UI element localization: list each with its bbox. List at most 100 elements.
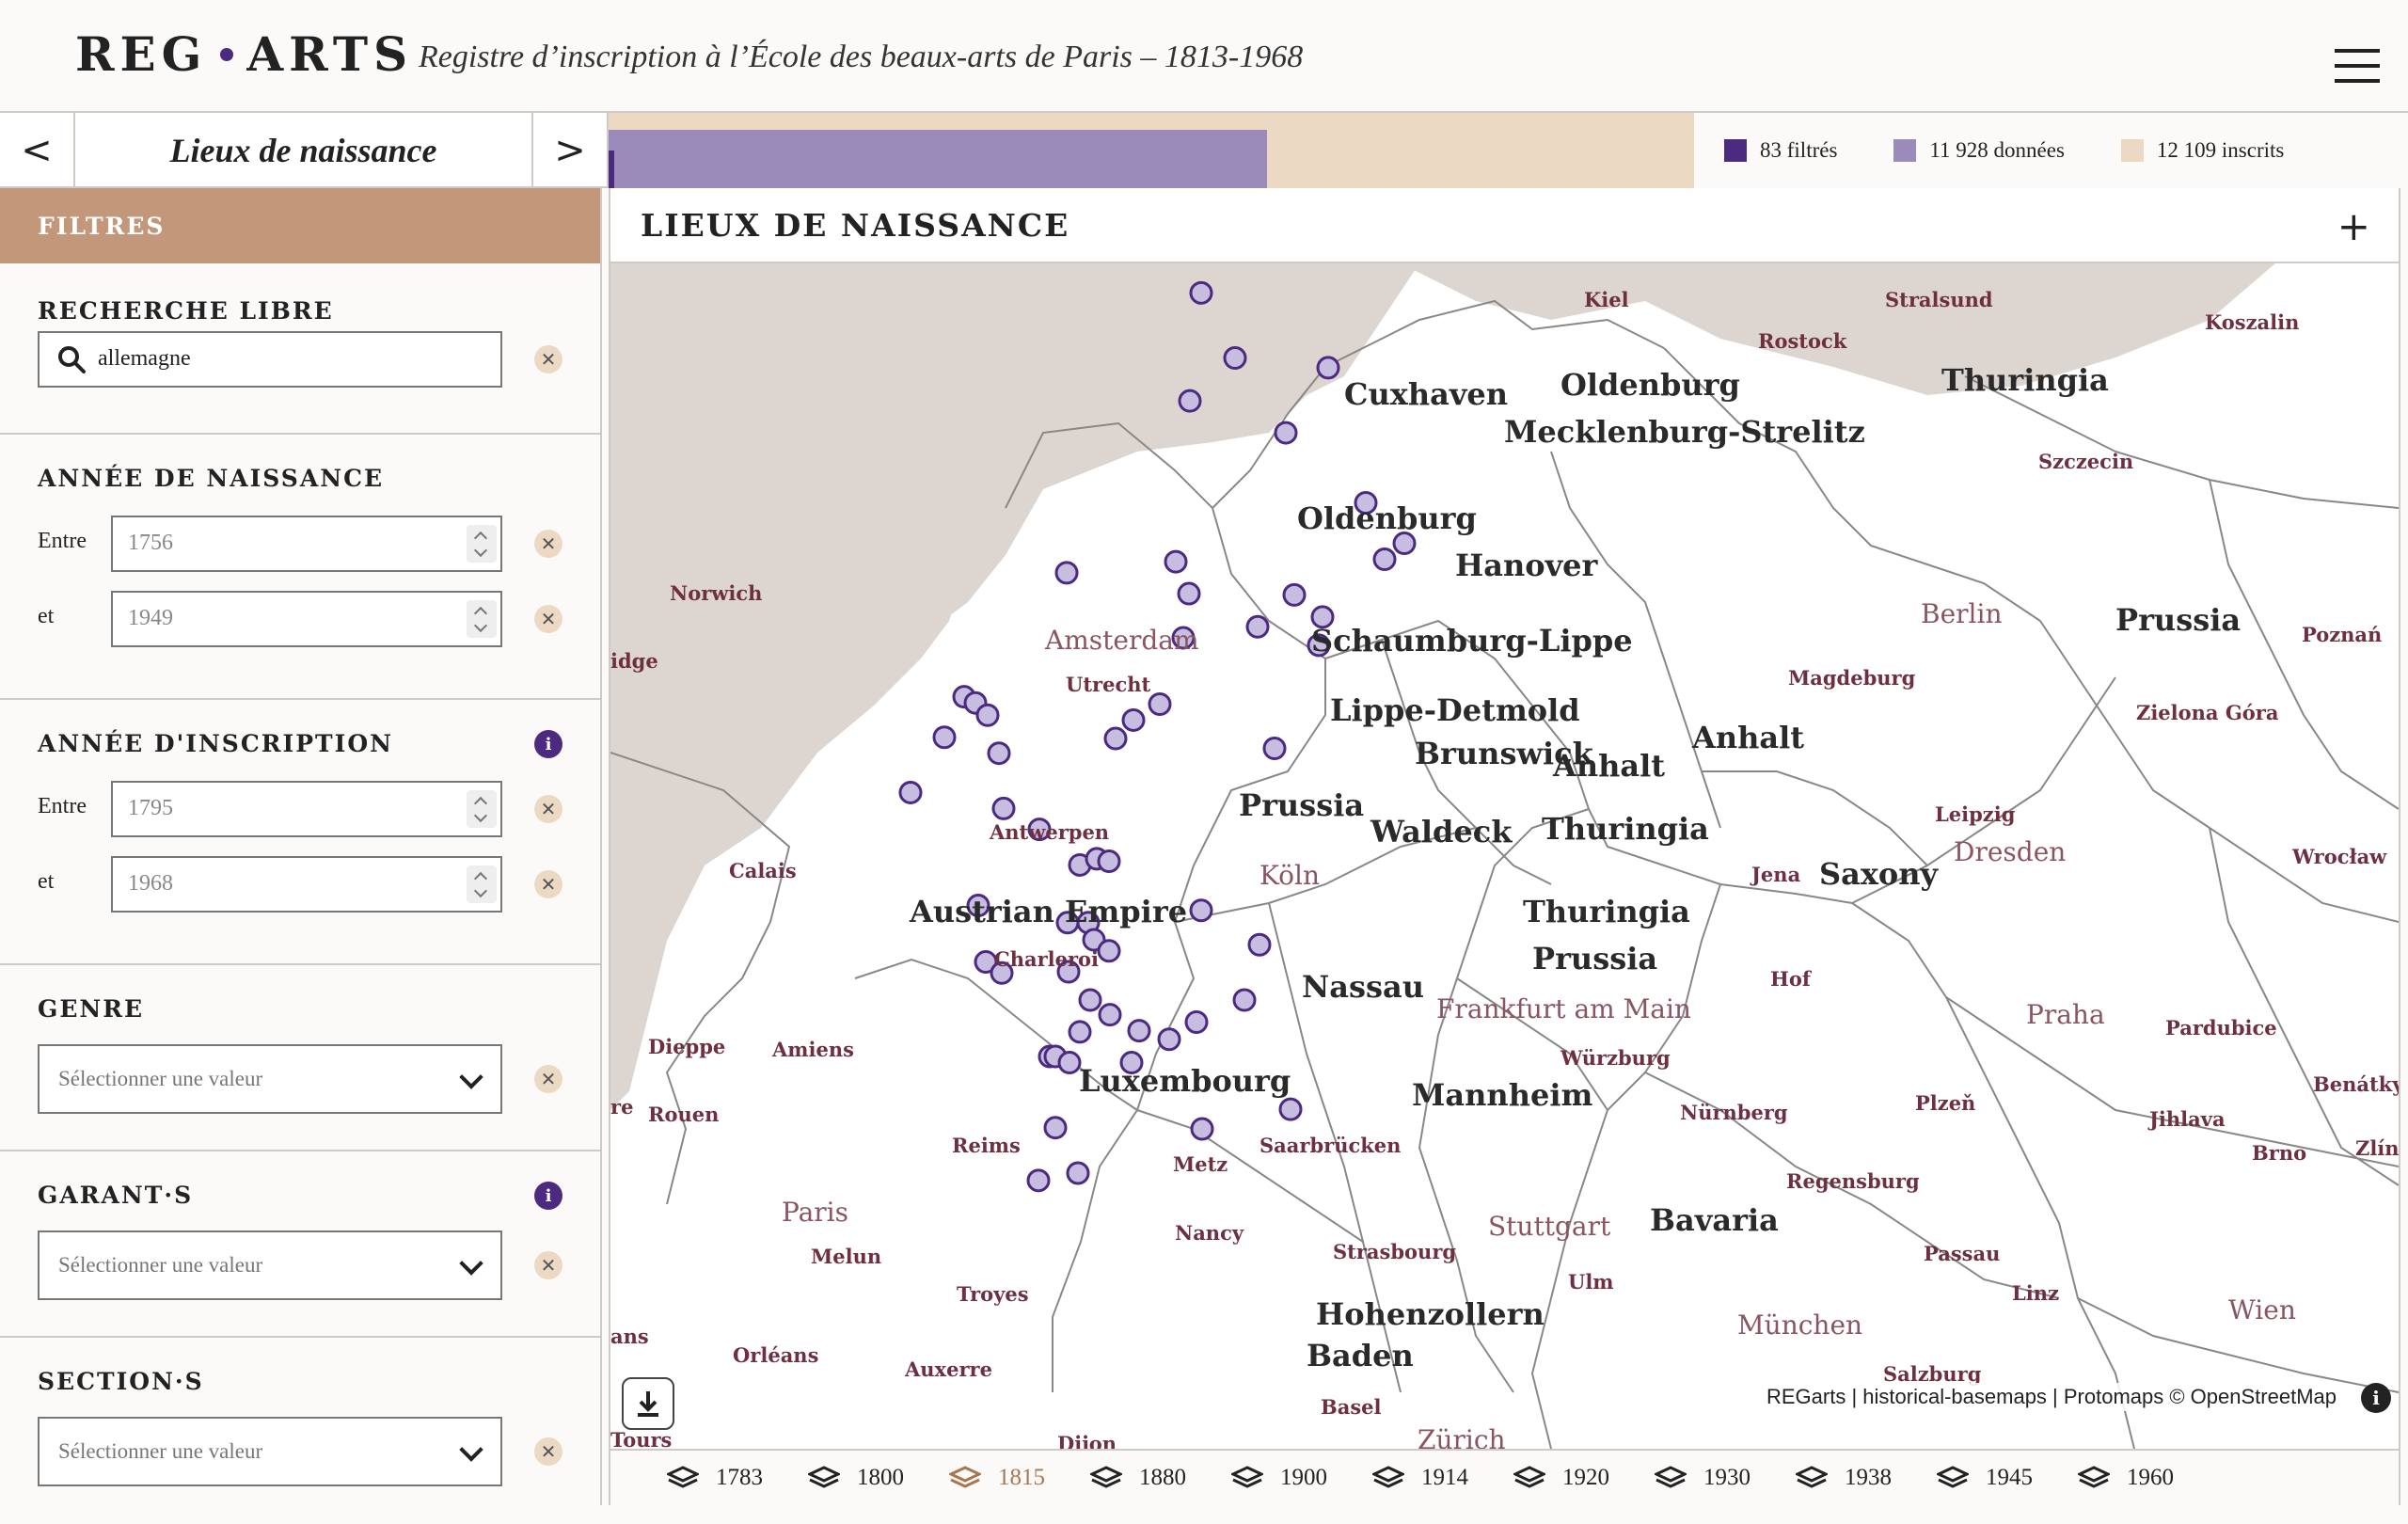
birthplace-marker[interactable]: [932, 725, 957, 750]
birth-year-to-input[interactable]: 1949: [111, 591, 502, 647]
birthplace-marker[interactable]: [975, 703, 1000, 727]
map-svg[interactable]: Cuxhaven Oldenburg Mecklenburg-Strelitz Thu…: [610, 263, 2399, 1449]
birthplace-marker[interactable]: [1056, 960, 1081, 984]
birthplace-marker[interactable]: [1054, 561, 1079, 585]
timeline-year-1945[interactable]: 1945: [1937, 1465, 2033, 1491]
birthplace-marker[interactable]: [1097, 939, 1121, 963]
birthplace-marker[interactable]: [1354, 490, 1378, 515]
birthplace-marker[interactable]: [1232, 988, 1257, 1012]
expand-icon[interactable]: +: [2337, 203, 2370, 249]
city-label-small: Jihlava: [2147, 1107, 2226, 1131]
info-icon[interactable]: i: [534, 730, 562, 758]
birthplace-marker[interactable]: [1178, 389, 1202, 413]
reg-year-to-input[interactable]: 1968: [111, 856, 502, 913]
region-label: Prussia: [1532, 941, 1657, 976]
prev-section-button[interactable]: <: [0, 113, 75, 188]
birthplace-marker[interactable]: [1119, 1051, 1144, 1075]
reg-year-from-input[interactable]: 1795: [111, 781, 502, 837]
birthplace-marker[interactable]: [1177, 581, 1201, 606]
menu-icon[interactable]: [2335, 49, 2380, 87]
timeline-year-1800[interactable]: 1800: [808, 1465, 904, 1491]
next-section-button[interactable]: >: [531, 113, 607, 188]
birthplace-marker[interactable]: [1247, 932, 1272, 957]
timeline-year-1783[interactable]: 1783: [667, 1465, 763, 1491]
timeline-year-1815[interactable]: 1815: [949, 1465, 1045, 1491]
birthplace-marker[interactable]: [1027, 818, 1052, 842]
city-label: Zürich: [1418, 1424, 1506, 1449]
birthplace-marker[interactable]: [1121, 707, 1146, 732]
birthplace-marker[interactable]: [1057, 1051, 1082, 1075]
birthplace-marker[interactable]: [1274, 421, 1298, 445]
clear-search-button[interactable]: ✕: [534, 345, 562, 373]
clear-garants-button[interactable]: ✕: [534, 1251, 562, 1279]
logo[interactable]: REG ARTS: [75, 26, 414, 82]
birthplace-marker[interactable]: [1190, 1117, 1214, 1141]
sections-select[interactable]: Sélectionner une valeur: [38, 1417, 502, 1486]
city-label-small: Tours: [610, 1428, 672, 1449]
stepper[interactable]: [467, 865, 497, 903]
birthplace-marker[interactable]: [1103, 726, 1128, 751]
garants-select[interactable]: Sélectionner une valeur: [38, 1230, 502, 1300]
birthplace-marker[interactable]: [1245, 614, 1270, 639]
birthplace-marker[interactable]: [1171, 626, 1196, 650]
info-icon[interactable]: i: [534, 1182, 562, 1210]
birthplace-marker[interactable]: [1278, 1097, 1303, 1121]
layers-icon: [2078, 1466, 2110, 1488]
timeline-year-1880[interactable]: 1880: [1090, 1465, 1186, 1491]
clear-reg-to-button[interactable]: ✕: [534, 870, 562, 898]
birthplace-marker[interactable]: [1097, 849, 1121, 874]
birthplace-marker[interactable]: [990, 960, 1014, 985]
birthplace-marker[interactable]: [974, 950, 998, 975]
birthplace-marker[interactable]: [1066, 1161, 1090, 1185]
search-input[interactable]: allemagne: [38, 331, 502, 388]
birthplace-marker[interactable]: [1223, 345, 1247, 370]
birthplace-markers[interactable]: [898, 280, 1417, 1193]
birthplace-marker[interactable]: [1043, 1116, 1068, 1140]
clear-genre-button[interactable]: ✕: [534, 1065, 562, 1093]
genre-select[interactable]: Sélectionner une valeur: [38, 1044, 502, 1114]
timeline-year-1914[interactable]: 1914: [1372, 1465, 1468, 1491]
birthplace-marker[interactable]: [1262, 736, 1287, 760]
timeline-year-1920[interactable]: 1920: [1513, 1465, 1609, 1491]
birthplace-marker[interactable]: [1078, 988, 1102, 1012]
timeline-year-1930[interactable]: 1930: [1655, 1465, 1751, 1491]
birthplace-marker[interactable]: [991, 796, 1016, 820]
birthplace-marker[interactable]: [1184, 1009, 1209, 1034]
timeline-year-1960[interactable]: 1960: [2078, 1465, 2174, 1491]
birthplace-marker[interactable]: [1026, 1168, 1051, 1193]
filtered-bar: [609, 151, 614, 188]
birthplace-marker[interactable]: [1392, 532, 1417, 556]
birthplace-marker[interactable]: [898, 780, 923, 804]
birthplace-marker[interactable]: [1189, 898, 1213, 923]
birthplace-marker[interactable]: [1372, 548, 1397, 572]
birthplace-marker[interactable]: [1307, 633, 1331, 658]
birthplace-marker[interactable]: [1316, 356, 1340, 380]
stepper[interactable]: [467, 790, 497, 828]
birthplace-marker[interactable]: [1189, 280, 1213, 305]
birthplace-marker[interactable]: [1127, 1019, 1151, 1043]
birthplace-marker[interactable]: [966, 894, 990, 918]
map-attribution[interactable]: REGarts | historical-basemaps | Protomap…: [1761, 1383, 2342, 1411]
timeline-year-1938[interactable]: 1938: [1796, 1465, 1892, 1491]
clear-birth-from-button[interactable]: ✕: [534, 530, 562, 558]
birthplace-marker[interactable]: [1148, 691, 1172, 716]
map-canvas[interactable]: Cuxhaven Oldenburg Mecklenburg-Strelitz Thu…: [610, 263, 2399, 1449]
timeline-year-1900[interactable]: 1900: [1231, 1465, 1327, 1491]
city-label-small: Troyes: [957, 1282, 1029, 1306]
birthplace-marker[interactable]: [1068, 1020, 1092, 1044]
download-button[interactable]: [622, 1377, 674, 1430]
birthplace-marker[interactable]: [1282, 582, 1307, 607]
stepper[interactable]: [467, 600, 497, 638]
birthplace-marker[interactable]: [1310, 605, 1335, 629]
birthplace-marker[interactable]: [1098, 1003, 1122, 1027]
birth-year-from-input[interactable]: 1756: [111, 516, 502, 572]
info-icon[interactable]: i: [2361, 1383, 2391, 1413]
clear-birth-to-button[interactable]: ✕: [534, 605, 562, 633]
clear-reg-from-button[interactable]: ✕: [534, 795, 562, 823]
clear-sections-button[interactable]: ✕: [534, 1437, 562, 1466]
birthplace-marker[interactable]: [987, 741, 1011, 766]
birthplace-marker[interactable]: [1164, 549, 1188, 574]
stepper[interactable]: [467, 525, 497, 563]
filters-header[interactable]: FILTRES: [0, 188, 600, 263]
birthplace-marker[interactable]: [1157, 1027, 1181, 1052]
